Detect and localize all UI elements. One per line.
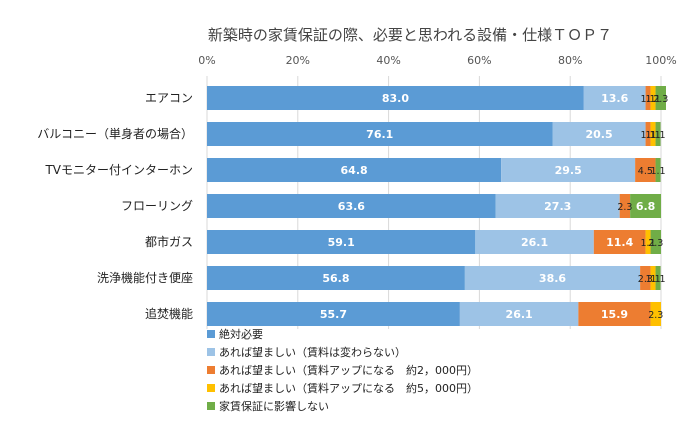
x-tick-label: 40% (376, 54, 400, 67)
bar-segment (207, 230, 476, 254)
data-label: 6.8 (636, 200, 656, 213)
bar-segment (655, 266, 661, 290)
bar-segment (655, 122, 661, 146)
data-label: 4.5 (638, 166, 653, 177)
data-label: 1.1 (650, 166, 665, 177)
category-label: 洗浄機能付き便座 (97, 270, 193, 285)
category-label: エアコン (145, 91, 193, 105)
data-label: 29.5 (555, 164, 582, 177)
bar-segment (640, 266, 651, 290)
data-label: 15.9 (601, 308, 628, 321)
bar-segment (475, 230, 594, 254)
x-tick-label: 20% (286, 54, 310, 67)
data-label: 26.1 (521, 236, 548, 249)
data-label: 2.3 (648, 238, 663, 249)
legend-swatch (207, 330, 215, 338)
data-label: 1.1 (646, 94, 661, 105)
data-label: 1.1 (646, 130, 661, 141)
legend-swatch (207, 366, 215, 374)
data-label: 63.6 (338, 200, 365, 213)
category-label: TVモニター付インターホン (44, 163, 193, 177)
bar-segment (593, 230, 646, 254)
chart-title: 新築時の家賃保証の際、必要と思われる設備・仕様ＴＯＰ７ (208, 26, 612, 44)
data-label: 76.1 (366, 128, 393, 141)
data-label: 13.6 (601, 92, 628, 105)
data-label: 27.3 (544, 200, 571, 213)
x-tick-label: 0% (198, 54, 215, 67)
bar-segment (645, 122, 651, 146)
bar-segment (207, 158, 502, 182)
data-label: 64.8 (341, 164, 368, 177)
bar-segment (650, 230, 661, 254)
bar-segment (619, 194, 631, 218)
bar-segment (464, 266, 641, 290)
data-label: 20.5 (585, 128, 612, 141)
legend-label: あれば望ましい（賃料アップになる 約5，000円） (219, 381, 478, 395)
bar-segment (655, 158, 661, 182)
data-label: 83.0 (382, 92, 409, 105)
data-label: 2.3 (617, 202, 632, 213)
bar-segment (645, 230, 651, 254)
bar-segment (583, 86, 646, 110)
bar-segment (630, 194, 661, 218)
bar-segment (501, 158, 636, 182)
category-label: 追焚機能 (145, 306, 193, 321)
legend-swatch (207, 402, 215, 410)
x-tick-label: 100% (645, 54, 676, 67)
bar-segment (650, 122, 656, 146)
bar-segment (645, 86, 651, 110)
bar-segment (650, 86, 656, 110)
bar-segment (207, 86, 584, 110)
bar-segment (207, 266, 465, 290)
category-label: フローリング (121, 199, 193, 213)
x-tick-label: 60% (467, 54, 491, 67)
data-label: 2.3 (653, 94, 668, 105)
data-label: 1.1 (641, 130, 656, 141)
data-label: 2.3 (638, 274, 653, 285)
legend-label: 家賃保証に影響しない (219, 399, 329, 413)
bar-segment (650, 302, 661, 326)
data-label: 26.1 (506, 308, 533, 321)
x-tick-label: 80% (558, 54, 582, 67)
data-label: 11.4 (606, 236, 633, 249)
data-label: 38.6 (539, 272, 566, 285)
bar-segment (207, 122, 553, 146)
legend-label: 絶対必要 (219, 327, 263, 341)
legend-swatch (207, 348, 215, 356)
data-label: 2.3 (648, 310, 663, 321)
category-label: バルコニー（単身者の場合） (37, 126, 193, 141)
legend-swatch (207, 384, 215, 392)
bar-segment (655, 86, 666, 110)
bar-segment (495, 194, 620, 218)
bar-segment (635, 158, 656, 182)
bar-segment (552, 122, 646, 146)
bar-segment (578, 302, 651, 326)
data-label: 1.1 (641, 238, 656, 249)
legend-label: あれば望ましい（賃料は変わらない） (219, 345, 406, 359)
data-label: 59.1 (328, 236, 355, 249)
bar-segment (207, 302, 460, 326)
legend-label: あれば望ましい（賃料アップになる 約2，000円） (219, 363, 478, 377)
bar-segment (459, 302, 579, 326)
data-label: 56.8 (322, 272, 349, 285)
data-label: 1.1 (650, 274, 665, 285)
data-label: 1.1 (646, 274, 661, 285)
bar-segment (650, 266, 656, 290)
bar-segment (207, 194, 496, 218)
data-label: 1.1 (641, 94, 656, 105)
category-label: 都市ガス (145, 234, 193, 249)
data-label: 55.7 (320, 308, 347, 321)
data-label: 1.1 (650, 130, 665, 141)
